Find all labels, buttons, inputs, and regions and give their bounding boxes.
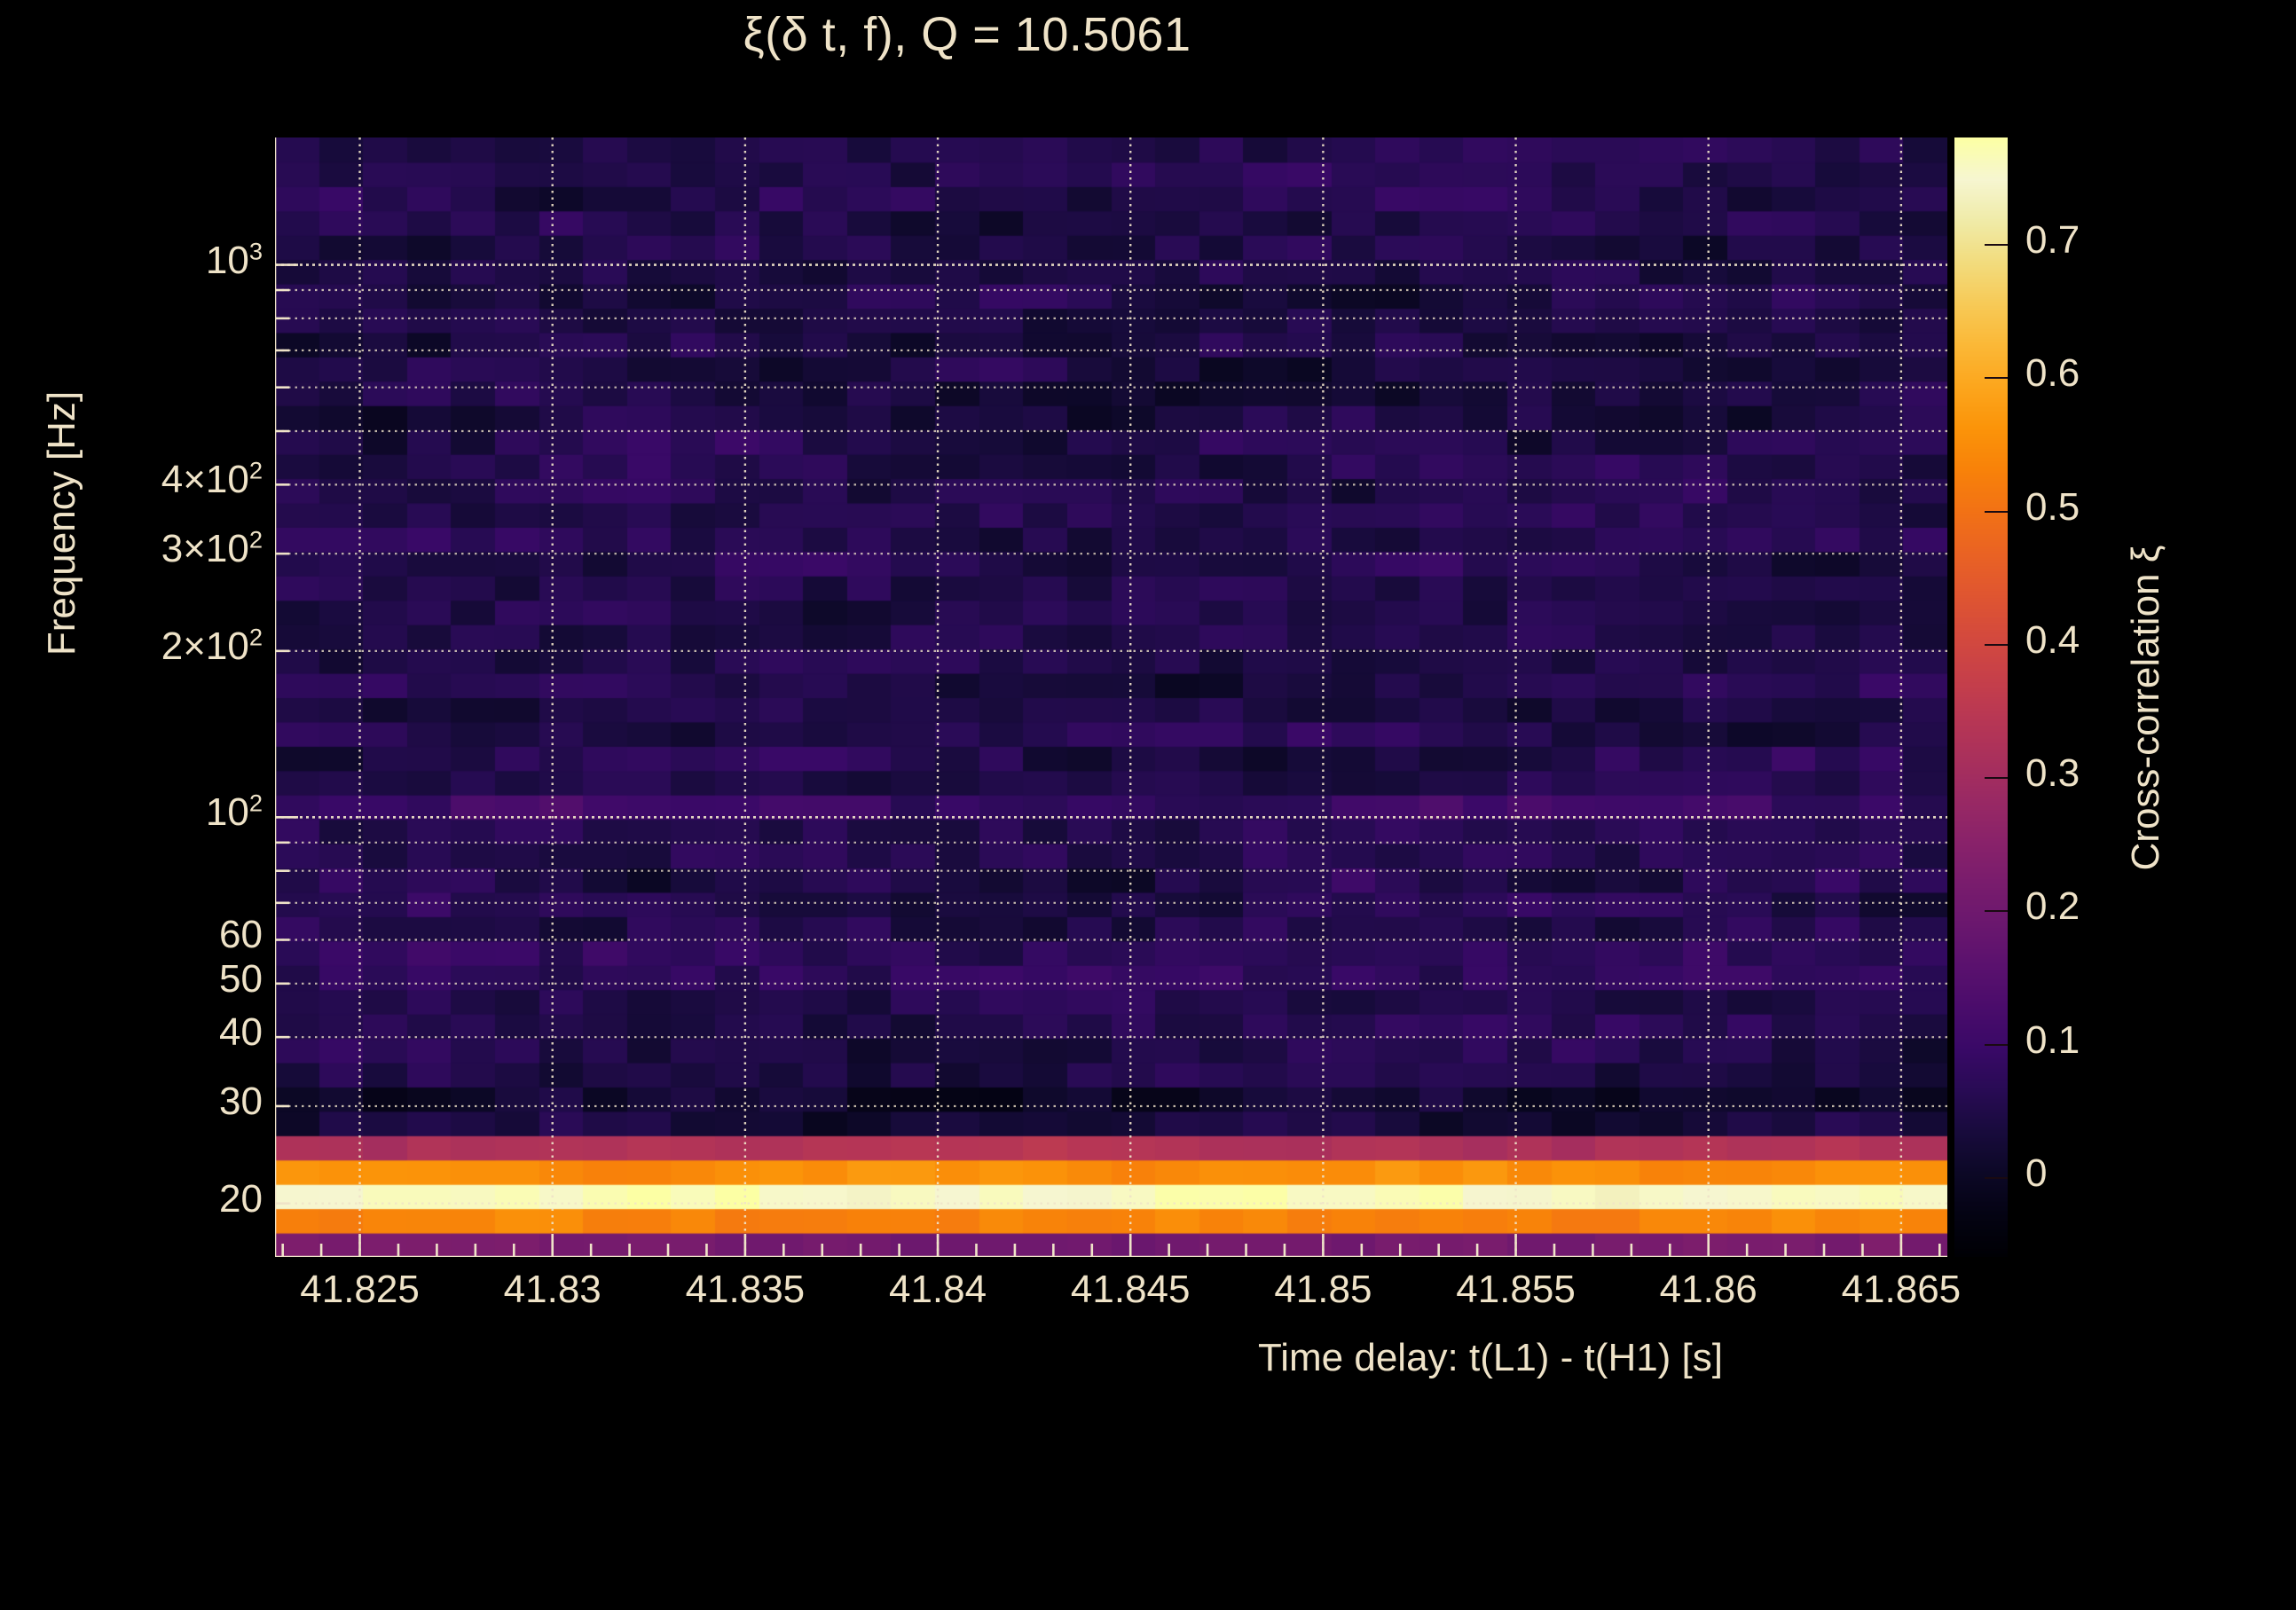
x-axis-title: Time delay: t(L1) - t(H1) [s]: [1257, 1336, 1724, 1379]
colorbar-tick-mark: [1985, 1044, 2008, 1046]
y-axis-title: Frequency [Hz]: [40, 390, 83, 656]
colorbar-tick-label: 0.2: [2025, 884, 2080, 929]
x-tick-label: 41.865: [1841, 1268, 1962, 1311]
colorbar-title: Cross-correlation ξ: [2124, 545, 2167, 871]
colorbar-tick-mark: [1985, 910, 2008, 912]
colorbar-tick-mark: [1985, 511, 2008, 513]
y-tick-label: 2×102: [161, 623, 263, 668]
heatmap-plot-area: [275, 137, 1947, 1257]
y-tick-label: 3×102: [161, 525, 263, 571]
colorbar: [1954, 137, 2008, 1257]
colorbar-tick-label: 0.7: [2025, 218, 2080, 263]
colorbar-tick-mark: [1985, 1177, 2008, 1179]
x-tick-label: 41.845: [1070, 1268, 1191, 1311]
figure-root: ξ(δ t, f), Q = 10.5061 Frequency [Hz] 10…: [40, 8, 2167, 1379]
colorbar-tick-label: 0: [2025, 1151, 2048, 1195]
x-tick-label: 41.86: [1659, 1268, 1757, 1311]
y-tick-label: 103: [205, 236, 263, 282]
colorbar-tick-mark: [1985, 777, 2008, 779]
heatmap-canvas: [275, 137, 1947, 1257]
x-tick-label: 41.855: [1456, 1268, 1576, 1311]
x-tick-label: 41.84: [888, 1268, 987, 1311]
y-tick-label: 4×102: [161, 456, 263, 502]
y-tick-label: 60: [219, 913, 263, 957]
colorbar-tick-label: 0.5: [2025, 484, 2080, 529]
x-tick-label: 41.825: [300, 1268, 420, 1311]
colorbar-tick-label: 0.4: [2025, 617, 2080, 662]
colorbar-tick-label: 0.1: [2025, 1017, 2080, 1062]
y-tick-label: 20: [219, 1176, 263, 1221]
page-title: ξ(δ t, f), Q = 10.5061: [743, 8, 1191, 61]
y-tick-label: 50: [219, 956, 263, 1001]
colorbar-tick-mark: [1985, 244, 2008, 246]
x-tick-label: 41.83: [503, 1268, 602, 1311]
colorbar-tick-label: 0.6: [2025, 351, 2080, 396]
x-tick-label: 41.85: [1274, 1268, 1372, 1311]
colorbar-tick-label: 0.3: [2025, 751, 2080, 796]
colorbar-tick-mark: [1985, 377, 2008, 379]
y-tick-label: 40: [219, 1010, 263, 1055]
colorbar-tick-mark: [1985, 644, 2008, 646]
y-tick-label: 102: [205, 789, 263, 835]
colorbar-gradient: [1954, 137, 2008, 1257]
y-tick-label: 30: [219, 1079, 263, 1123]
x-tick-label: 41.835: [685, 1268, 806, 1311]
